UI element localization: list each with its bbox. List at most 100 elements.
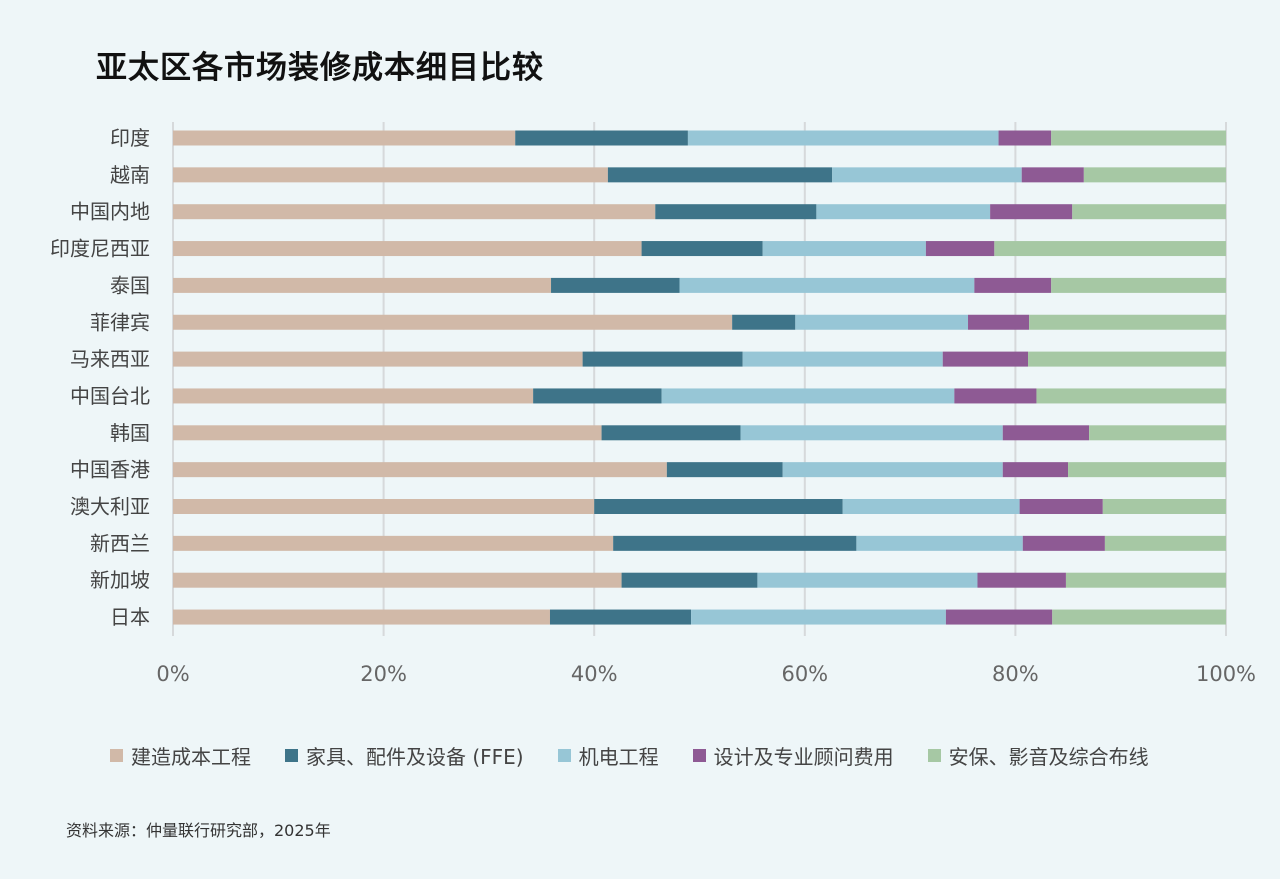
bar-segment (173, 535, 614, 551)
bar-segment (1068, 462, 1226, 478)
legend-item: 家具、配件及设备 (FFE) (285, 741, 524, 770)
bar-segment (666, 462, 783, 478)
bar-segment (757, 572, 978, 588)
bar-segment (173, 462, 667, 478)
bar-segment (1029, 314, 1226, 330)
bar-segment (1019, 499, 1103, 514)
category-label: 日本 (110, 605, 150, 629)
legend-swatch (557, 749, 571, 762)
legend-swatch (285, 749, 298, 762)
bar-segment (1022, 535, 1105, 551)
category-label: 韩国 (110, 421, 150, 445)
bar-segment (762, 241, 926, 257)
bar-segment (742, 351, 943, 367)
bar-segment (945, 609, 1053, 625)
x-axis-ticks: 0% 20% 40% 60% 80% 100% (156, 662, 1256, 686)
bar-segment (173, 425, 602, 441)
legend-label: 安保、影音及综合布线 (948, 745, 1149, 769)
bar-segment (607, 167, 833, 183)
bar-segment (998, 130, 1052, 146)
bar-segment (1051, 277, 1226, 293)
bar-segment (1051, 130, 1226, 146)
legend-label: 家具、配件及设备 (FFE) (306, 745, 524, 769)
category-label: 新西兰 (90, 531, 150, 555)
bar-segment (974, 277, 1052, 293)
bar-segment (782, 462, 1003, 478)
category-labels: 印度越南中国内地印度尼西亚泰国菲律宾马来西亚中国台北韩国中国香港澳大利亚新西兰新… (50, 126, 150, 629)
x-tick-label: 100% (1196, 662, 1256, 686)
legend-label: 设计及专业顾问费用 (713, 745, 894, 769)
bar-segment (582, 351, 743, 367)
bar-segment (732, 314, 796, 330)
gridlines (172, 122, 1227, 636)
legend-swatch (927, 749, 941, 762)
category-label: 菲律宾 (90, 310, 150, 334)
bar-segment (740, 425, 1003, 441)
bar-segment (691, 609, 946, 625)
bar-segment (1104, 535, 1226, 551)
category-label: 中国台北 (70, 384, 150, 408)
legend: 建造成本工程 家具、配件及设备 (FFE) 机电工程 设计及专业顾问费用 安保、影音及综… (110, 741, 1149, 770)
bar-segment (515, 130, 688, 146)
bar-segment (1021, 167, 1084, 183)
bar-segment (173, 499, 595, 514)
bars (173, 130, 1226, 625)
x-tick-label: 40% (571, 662, 618, 686)
bar-segment (621, 572, 758, 588)
legend-label: 机电工程 (578, 745, 659, 769)
bar-segment (994, 241, 1226, 257)
legend-item: 机电工程 (557, 741, 659, 770)
legend-swatch (110, 749, 123, 762)
x-tick-label: 0% (156, 662, 189, 686)
bar-segment (816, 204, 991, 220)
category-label: 马来西亚 (70, 347, 150, 371)
bar-segment (1072, 204, 1226, 220)
bar-segment (990, 204, 1073, 220)
x-tick-label: 60% (781, 662, 828, 686)
bar-segment (954, 388, 1037, 404)
bar-segment (655, 204, 817, 220)
x-tick-label: 80% (992, 662, 1039, 686)
bar-segment (977, 572, 1066, 588)
legend-label: 建造成本工程 (131, 745, 251, 769)
bar-segment (549, 609, 692, 625)
bar-segment (968, 314, 1030, 330)
bar-segment (551, 277, 680, 293)
bar-segment (173, 204, 656, 220)
category-label: 印度 (110, 126, 150, 150)
bar-segment (613, 535, 857, 551)
legend-item: 设计及专业顾问费用 (692, 741, 894, 770)
bar-segment (173, 609, 550, 625)
bar-segment (173, 351, 583, 367)
bar-segment (679, 277, 975, 293)
bar-segment (925, 241, 995, 257)
source-note: 资料来源：仲量联行研究部，2025年 (66, 821, 331, 840)
x-tick-label: 20% (360, 662, 407, 686)
legend-item: 安保、影音及综合布线 (927, 741, 1149, 770)
bar-segment (1028, 351, 1226, 367)
bar-segment (842, 499, 1020, 514)
bar-segment (1083, 167, 1226, 183)
bar-segment (594, 499, 843, 514)
category-label: 中国内地 (70, 200, 150, 224)
bar-segment (795, 314, 969, 330)
bar-segment (641, 241, 763, 257)
bar-segment (173, 388, 534, 404)
bar-segment (1052, 609, 1226, 625)
bar-segment (173, 277, 552, 293)
bar-segment (1102, 499, 1226, 514)
bar-segment (1002, 425, 1090, 441)
bar-segment (173, 314, 733, 330)
bar-segment (533, 388, 662, 404)
category-label: 中国香港 (70, 458, 150, 482)
category-label: 越南 (110, 163, 150, 187)
legend-swatch (692, 749, 706, 762)
bar-segment (601, 425, 741, 441)
bar-segment (1089, 425, 1226, 441)
bar-segment (1065, 572, 1226, 588)
bar-segment (856, 535, 1023, 551)
bar-segment (687, 130, 999, 146)
bar-segment (832, 167, 1022, 183)
bar-segment (173, 241, 642, 257)
category-label: 澳大利亚 (70, 495, 150, 519)
